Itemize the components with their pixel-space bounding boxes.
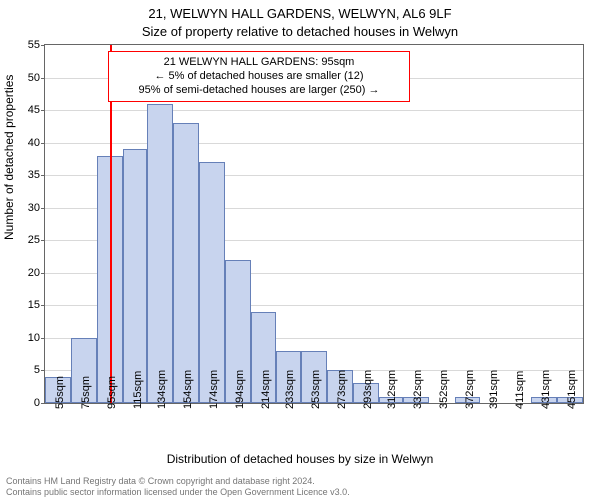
gridline [45, 110, 583, 111]
x-tick-label: 411sqm [514, 371, 526, 409]
y-tick-mark [41, 403, 45, 404]
y-tick-label: 10 [28, 332, 40, 344]
y-tick-label: 25 [28, 234, 40, 246]
chart-title-line2: Size of property relative to detached ho… [0, 24, 600, 39]
x-axis-label: Distribution of detached houses by size … [0, 452, 600, 466]
chart-container: 21, WELWYN HALL GARDENS, WELWYN, AL6 9LF… [0, 0, 600, 500]
footer-line1: Contains HM Land Registry data © Crown c… [6, 476, 350, 487]
y-axis-label: Number of detached properties [2, 75, 16, 240]
annotation-box: 21 WELWYN HALL GARDENS: 95sqm← 5% of det… [108, 51, 410, 102]
x-tick-label: 194sqm [234, 370, 246, 409]
y-tick-mark [41, 45, 45, 46]
x-tick-label: 214sqm [260, 370, 272, 409]
chart-title-line1: 21, WELWYN HALL GARDENS, WELWYN, AL6 9LF [0, 6, 600, 21]
y-tick-label: 35 [28, 169, 40, 181]
gridline [45, 143, 583, 144]
x-tick-label: 332sqm [412, 370, 424, 409]
x-tick-label: 95sqm [106, 376, 118, 409]
x-tick-label: 154sqm [182, 370, 194, 409]
x-tick-label: 174sqm [208, 370, 220, 409]
annotation-line3: 95% of semi-detached houses are larger (… [115, 84, 403, 98]
y-tick-mark [41, 370, 45, 371]
y-tick-mark [41, 78, 45, 79]
y-tick-mark [41, 175, 45, 176]
y-tick-mark [41, 110, 45, 111]
x-tick-label: 391sqm [488, 370, 500, 409]
histogram-bar [199, 162, 225, 403]
annotation-line2: ← 5% of detached houses are smaller (12) [115, 70, 403, 84]
x-tick-label: 451sqm [566, 370, 578, 409]
y-tick-label: 20 [28, 267, 40, 279]
annotation-line1: 21 WELWYN HALL GARDENS: 95sqm [115, 56, 403, 70]
y-tick-label: 55 [28, 39, 40, 51]
footer-attribution: Contains HM Land Registry data © Crown c… [6, 476, 350, 498]
y-tick-label: 50 [28, 72, 40, 84]
y-tick-mark [41, 338, 45, 339]
x-tick-label: 352sqm [438, 370, 450, 409]
x-tick-label: 293sqm [362, 370, 374, 409]
plot-area: 051015202530354045505555sqm75sqm95sqm115… [44, 44, 584, 404]
x-tick-label: 312sqm [386, 370, 398, 409]
footer-line2: Contains public sector information licen… [6, 487, 350, 498]
y-tick-label: 30 [28, 202, 40, 214]
y-tick-mark [41, 273, 45, 274]
y-tick-mark [41, 208, 45, 209]
x-tick-label: 431sqm [540, 370, 552, 409]
histogram-bar [147, 104, 173, 403]
y-tick-label: 5 [34, 364, 40, 376]
y-tick-label: 0 [34, 397, 40, 409]
y-tick-mark [41, 240, 45, 241]
y-tick-label: 15 [28, 299, 40, 311]
histogram-bar [173, 123, 199, 403]
histogram-bar [123, 149, 148, 403]
x-tick-label: 253sqm [310, 370, 322, 409]
x-tick-label: 233sqm [284, 370, 296, 409]
x-tick-label: 55sqm [54, 376, 66, 409]
y-tick-mark [41, 143, 45, 144]
y-tick-mark [41, 305, 45, 306]
x-tick-label: 134sqm [156, 370, 168, 409]
y-tick-label: 45 [28, 104, 40, 116]
x-tick-label: 273sqm [336, 370, 348, 409]
x-tick-label: 75sqm [80, 376, 92, 409]
y-tick-label: 40 [28, 137, 40, 149]
x-tick-label: 115sqm [132, 371, 144, 409]
x-tick-label: 372sqm [464, 370, 476, 409]
